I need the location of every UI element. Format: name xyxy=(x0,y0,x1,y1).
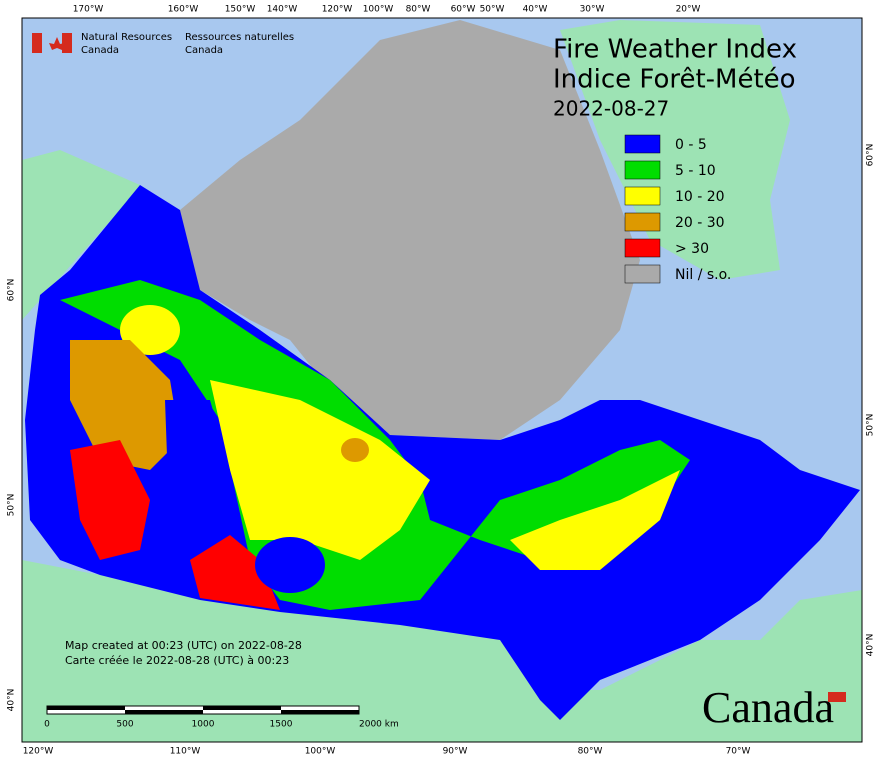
longitude-label: 100°W xyxy=(363,5,394,15)
scale-bar xyxy=(46,705,360,715)
scale-label: 1500 xyxy=(270,720,293,730)
legend-label: 0 - 5 xyxy=(675,137,707,153)
legend-label: > 30 xyxy=(675,241,709,257)
legend-swatch xyxy=(624,186,661,206)
fwi-zone-high-north xyxy=(120,305,180,355)
scale-bar-segment xyxy=(47,706,125,710)
fwi-zone-high-east xyxy=(510,470,680,570)
greenland xyxy=(560,20,790,280)
fwi-zone-very-high-spot xyxy=(341,438,369,462)
flag-leaf xyxy=(49,37,65,50)
flag-bar xyxy=(62,33,72,53)
scale-label: 500 xyxy=(116,720,133,730)
longitude-label: 70°W xyxy=(726,747,751,757)
longitude-label: 80°W xyxy=(406,5,431,15)
latitude-label: 60°N xyxy=(7,279,17,302)
title: Fire Weather Index xyxy=(553,35,797,65)
longitude-label: 50°W xyxy=(480,5,505,15)
dept-name: Canada xyxy=(185,45,223,56)
latitude-label: 50°N xyxy=(866,414,876,437)
legend-label: 20 - 30 xyxy=(675,215,725,231)
dept-name: Canada xyxy=(81,45,119,56)
scale-label: 1000 xyxy=(192,720,215,730)
longitude-label: 40°W xyxy=(523,5,548,15)
fwi-zone-low-central xyxy=(165,400,230,540)
scale-label: 2000 km xyxy=(359,720,399,730)
legend-swatch xyxy=(624,238,661,258)
longitude-label: 170°W xyxy=(73,5,104,15)
scale-bar-segment xyxy=(281,710,359,714)
legend-swatch xyxy=(624,264,661,284)
legend-swatch xyxy=(624,134,661,154)
dept-name: Ressources naturelles xyxy=(185,32,294,43)
note: Map created at 00:23 (UTC) on 2022-08-28 xyxy=(65,639,302,652)
legend-label: 5 - 10 xyxy=(675,163,716,179)
map-frame xyxy=(21,17,863,743)
note: Carte créée le 2022-08-28 (UTC) à 00:23 xyxy=(65,654,289,667)
longitude-label: 110°W xyxy=(170,747,201,757)
latitude-label: 40°N xyxy=(866,634,876,657)
scale-labels: 0 500 1000 1500 2000 km xyxy=(44,720,399,730)
longitude-label: 160°W xyxy=(168,5,199,15)
title: Indice Forêt-Météo xyxy=(553,65,796,95)
wordmark: Canada xyxy=(702,683,834,732)
alaska xyxy=(22,150,140,320)
legend-swatch xyxy=(624,212,661,232)
scale-label: 0 xyxy=(44,720,50,730)
legend-label: 10 - 20 xyxy=(675,189,725,205)
longitude-label: 150°W xyxy=(225,5,256,15)
longitude-label: 80°W xyxy=(578,747,603,757)
longitude-label: 30°W xyxy=(580,5,605,15)
latitude-label: 60°N xyxy=(866,144,876,167)
longitude-label: 60°W xyxy=(451,5,476,15)
wordmark-flag xyxy=(828,692,846,702)
legend-label: Nil / s.o. xyxy=(675,267,731,283)
fwi-zone-extreme-prairie xyxy=(190,535,280,610)
dept-name: Natural Resources xyxy=(81,32,172,43)
longitude-label: 120°W xyxy=(23,747,54,757)
legend: 0 - 5 5 - 10 10 - 20 20 - 30 > 30 Nil / s.o. xyxy=(624,134,731,284)
longitude-label: 20°W xyxy=(676,5,701,15)
arctic-no-data xyxy=(180,20,640,440)
longitude-label: 140°W xyxy=(267,5,298,15)
latitude-label: 50°N xyxy=(7,494,17,517)
fwi-zone-extreme xyxy=(70,440,150,560)
longitude-label: 120°W xyxy=(322,5,353,15)
scale-bar-segment xyxy=(125,710,203,714)
fwi-zone-low-lake xyxy=(255,537,325,593)
scale-bar-segment xyxy=(203,706,281,710)
latitude-label: 40°N xyxy=(7,689,17,712)
longitude-label: 90°W xyxy=(443,747,468,757)
longitude-label: 100°W xyxy=(305,747,336,757)
date: 2022-08-27 xyxy=(553,97,669,121)
fwi-zone-very-high xyxy=(70,340,180,470)
graticule-labels: 170°W 160°W 150°W 140°W 120°W 100°W 80°W 60°W 50… xyxy=(7,5,876,757)
usa xyxy=(22,560,862,742)
fwi-zone-high xyxy=(210,380,430,560)
legend-swatch xyxy=(624,160,661,180)
flag-bar xyxy=(32,33,42,53)
